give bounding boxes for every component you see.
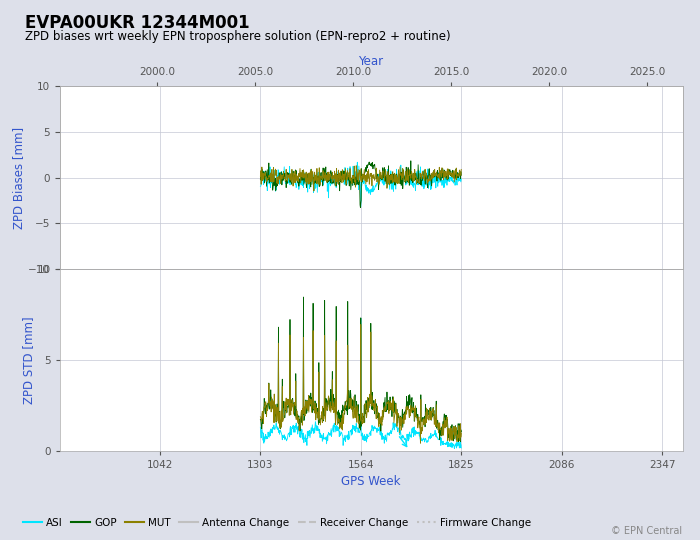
- Y-axis label: ZPD STD [mm]: ZPD STD [mm]: [22, 316, 34, 403]
- Legend: ASI, GOP, MUT, Antenna Change, Receiver Change, Firmware Change: ASI, GOP, MUT, Antenna Change, Receiver …: [19, 514, 536, 532]
- Text: ZPD biases wrt weekly EPN troposphere solution (EPN-repro2 + routine): ZPD biases wrt weekly EPN troposphere so…: [25, 30, 450, 43]
- Text: © EPN Central: © EPN Central: [611, 525, 682, 536]
- X-axis label: Year: Year: [358, 55, 384, 68]
- Y-axis label: ZPD Biases [mm]: ZPD Biases [mm]: [12, 126, 25, 228]
- Text: EVPA00UKR 12344M001: EVPA00UKR 12344M001: [25, 14, 249, 31]
- X-axis label: GPS Week: GPS Week: [342, 476, 400, 489]
